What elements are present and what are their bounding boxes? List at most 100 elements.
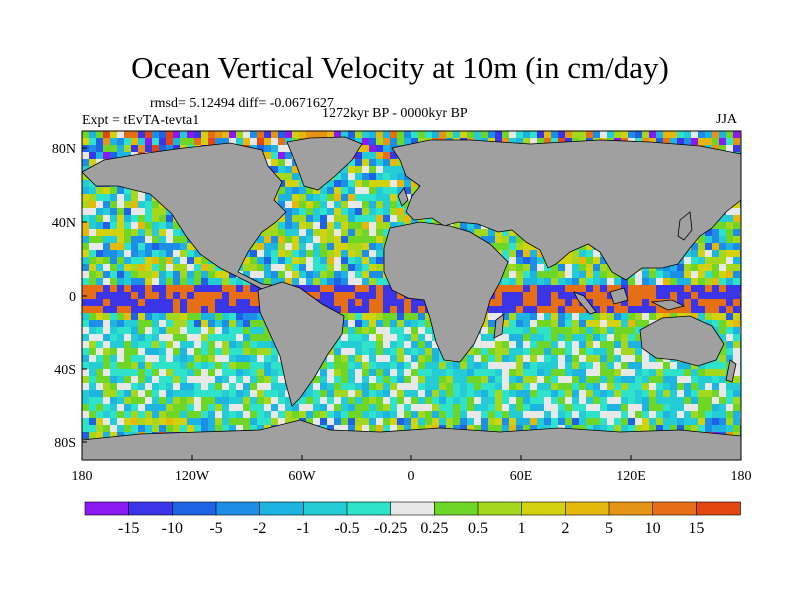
ocean-cell	[334, 348, 342, 356]
ocean-cell	[131, 418, 139, 426]
ocean-cell	[278, 257, 286, 265]
ocean-cell	[103, 243, 111, 251]
ocean-cell	[698, 243, 706, 251]
ocean-cell	[152, 271, 160, 279]
ocean-cell	[397, 201, 405, 209]
ocean-cell	[516, 320, 524, 328]
ocean-cell	[152, 299, 160, 307]
ocean-cell	[544, 278, 552, 286]
ocean-cell	[418, 425, 426, 433]
ocean-cell	[516, 411, 524, 419]
ocean-cell	[138, 201, 146, 209]
ocean-cell	[103, 285, 111, 293]
ocean-cell	[425, 341, 433, 349]
ocean-cell	[166, 390, 174, 398]
ocean-cell	[516, 383, 524, 391]
ocean-cell	[565, 390, 573, 398]
ocean-cell	[558, 320, 566, 328]
ocean-cell	[628, 292, 636, 300]
ocean-cell	[236, 369, 244, 377]
ocean-cell	[257, 250, 265, 258]
ocean-cell	[733, 131, 741, 139]
ocean-cell	[131, 236, 139, 244]
ocean-cell	[208, 376, 216, 384]
ocean-cell	[733, 425, 741, 433]
ocean-cell	[726, 229, 734, 237]
ocean-cell	[327, 201, 335, 209]
ocean-cell	[166, 411, 174, 419]
ocean-cell	[313, 411, 321, 419]
ocean-cell	[579, 257, 587, 265]
ocean-cell	[82, 271, 90, 279]
ocean-cell	[82, 180, 90, 188]
ocean-cell	[411, 138, 419, 146]
ocean-cell	[243, 320, 251, 328]
ocean-cell	[341, 404, 349, 412]
ocean-cell	[691, 397, 699, 405]
ocean-cell	[334, 271, 342, 279]
ocean-cell	[271, 152, 279, 160]
ocean-cell	[558, 313, 566, 321]
ocean-cell	[215, 299, 223, 307]
ocean-cell	[159, 390, 167, 398]
ocean-cell	[117, 327, 125, 335]
ocean-cell	[656, 376, 664, 384]
ocean-cell	[390, 369, 398, 377]
ocean-cell	[600, 299, 608, 307]
ocean-cell	[383, 173, 391, 181]
ocean-cell	[257, 362, 265, 370]
ocean-cell	[712, 418, 720, 426]
ocean-cell	[670, 397, 678, 405]
ocean-cell	[684, 369, 692, 377]
ocean-cell	[145, 404, 153, 412]
ocean-cell	[572, 334, 580, 342]
ocean-cell	[173, 425, 181, 433]
ocean-cell	[362, 320, 370, 328]
ocean-cell	[124, 425, 132, 433]
ocean-cell	[670, 411, 678, 419]
ocean-cell	[320, 292, 328, 300]
ocean-cell	[264, 383, 272, 391]
ocean-cell	[341, 173, 349, 181]
ocean-cell	[502, 138, 510, 146]
ocean-cell	[110, 341, 118, 349]
ocean-cell	[432, 411, 440, 419]
ocean-cell	[222, 334, 230, 342]
ocean-cell	[495, 355, 503, 363]
ocean-cell	[138, 418, 146, 426]
ocean-cell	[502, 376, 510, 384]
ocean-cell	[509, 390, 517, 398]
ocean-cell	[390, 152, 398, 160]
ocean-cell	[362, 236, 370, 244]
ocean-cell	[166, 341, 174, 349]
ocean-cell	[516, 348, 524, 356]
ocean-cell	[537, 369, 545, 377]
ocean-cell	[390, 159, 398, 167]
ocean-cell	[376, 257, 384, 265]
ocean-cell	[131, 138, 139, 146]
ocean-cell	[369, 327, 377, 335]
ocean-cell	[523, 355, 531, 363]
ocean-cell	[152, 383, 160, 391]
ocean-cell	[292, 404, 300, 412]
ocean-cell	[537, 348, 545, 356]
ocean-cell	[96, 208, 104, 216]
ocean-cell	[229, 313, 237, 321]
ocean-cell	[173, 355, 181, 363]
ocean-cell	[488, 229, 496, 237]
ocean-cell	[509, 257, 517, 265]
ocean-cell	[82, 376, 90, 384]
ocean-cell	[621, 418, 629, 426]
ocean-cell	[607, 278, 615, 286]
ocean-cell	[306, 236, 314, 244]
ocean-cell	[306, 264, 314, 272]
ocean-cell	[362, 418, 370, 426]
ocean-cell	[481, 362, 489, 370]
ocean-cell	[229, 299, 237, 307]
ocean-cell	[243, 369, 251, 377]
ocean-cell	[285, 201, 293, 209]
ocean-cell	[684, 278, 692, 286]
ocean-cell	[719, 320, 727, 328]
ocean-cell	[362, 159, 370, 167]
ocean-cell	[320, 243, 328, 251]
